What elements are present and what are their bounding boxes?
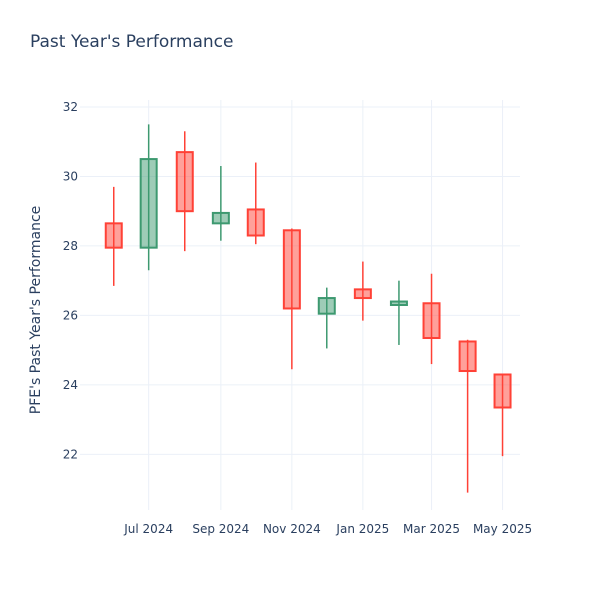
x-tick-label: Nov 2024 (263, 522, 321, 536)
candle-decreasing (493, 373, 512, 457)
y-tick-label: 22 (63, 447, 78, 461)
candle-body (422, 302, 441, 340)
x-tick-label: May 2025 (473, 522, 532, 536)
y-tick-label: 26 (63, 308, 78, 322)
candle-body (317, 297, 336, 315)
x-tick-label: Jul 2024 (123, 522, 173, 536)
y-tick-label: 30 (63, 169, 78, 183)
candle-decreasing (246, 162, 265, 245)
candle-decreasing (175, 131, 194, 252)
candle-decreasing (422, 273, 441, 365)
candle-body (282, 229, 301, 310)
candle-body (389, 300, 408, 306)
x-tick-label: Mar 2025 (403, 522, 460, 536)
candle-body (139, 158, 158, 249)
candle-decreasing (353, 261, 372, 321)
y-axis-title: PFE's Past Year's Performance (28, 206, 44, 415)
y-tick-label: 32 (63, 100, 78, 114)
y-tick-label: 24 (63, 378, 78, 392)
candle-body (458, 340, 477, 373)
x-tick-label: Sep 2024 (192, 522, 249, 536)
candle-increasing (317, 287, 336, 349)
y-axis-ticks: 22 24 26 28 30 32 (63, 100, 78, 461)
candle-body (493, 373, 512, 409)
x-axis-ticks: Jul 2024 Sep 2024 Nov 2024 Jan 2025 Mar 2025… (123, 522, 532, 536)
candle-body (175, 151, 194, 213)
candles (104, 124, 512, 493)
candle-body (353, 288, 372, 300)
candle-decreasing (458, 339, 477, 493)
candle-body (246, 208, 265, 237)
chart-title: Past Year's Performance (30, 32, 234, 52)
candle-decreasing (104, 186, 123, 286)
candle-body (211, 211, 230, 225)
candle-increasing (389, 280, 408, 345)
x-tick-label: Jan 2025 (335, 522, 389, 536)
candle-body (104, 222, 123, 249)
candle-decreasing (282, 228, 301, 370)
candle-increasing (139, 124, 158, 271)
candle-increasing (211, 166, 230, 241)
y-tick-label: 28 (63, 239, 78, 253)
